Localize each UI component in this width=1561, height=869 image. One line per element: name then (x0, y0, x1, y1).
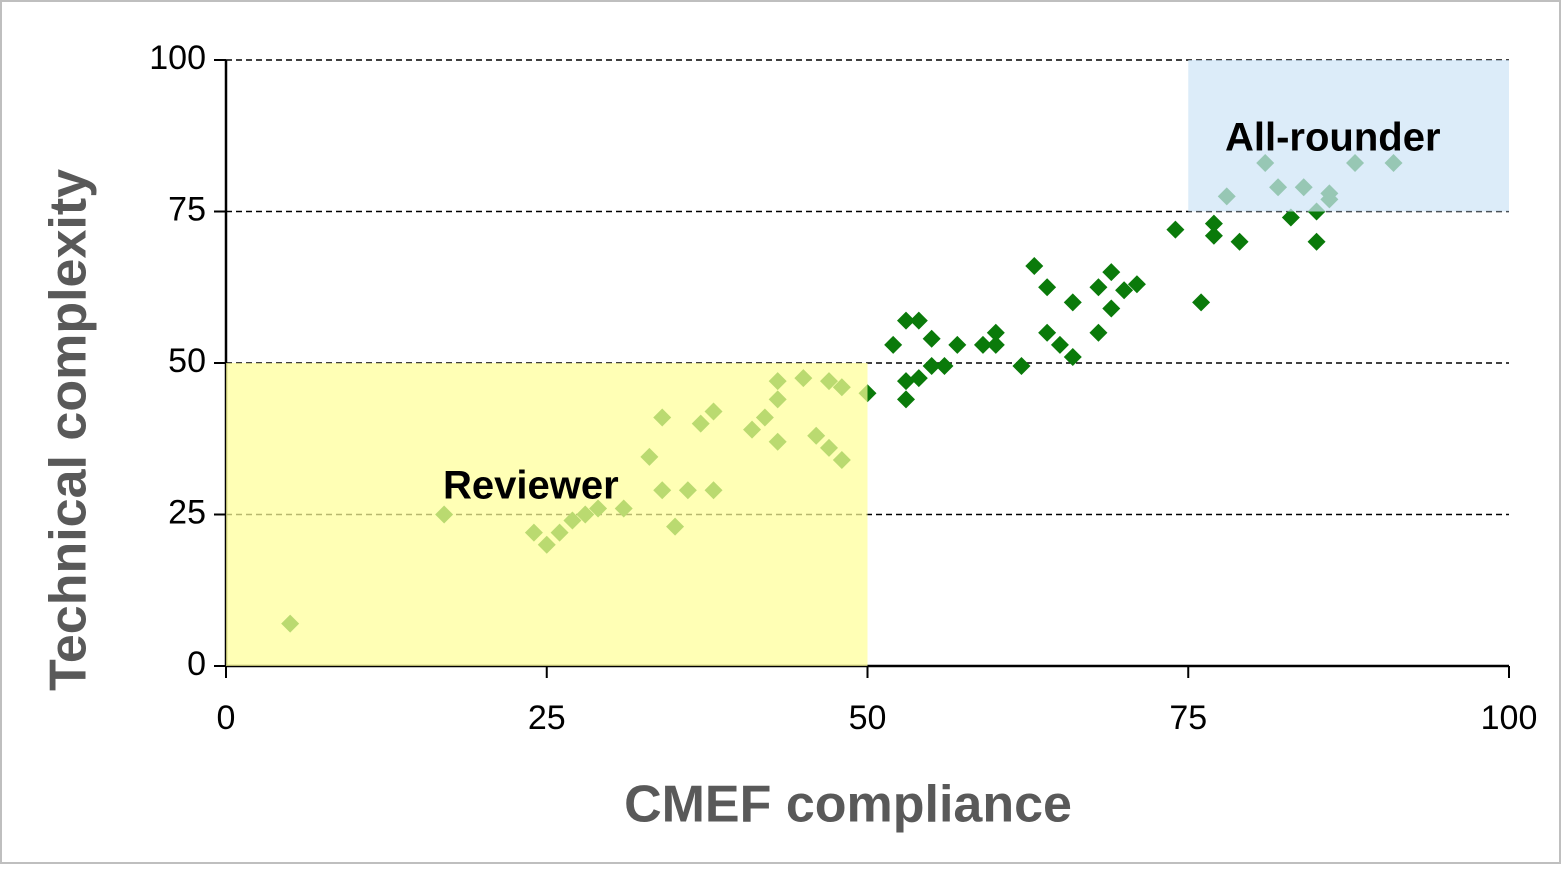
y-tick-label: 50 (168, 342, 206, 380)
point (1230, 232, 1249, 251)
point (1025, 257, 1044, 276)
point (1166, 220, 1185, 239)
point (1012, 357, 1031, 376)
point (935, 357, 954, 376)
x-axis-title: CMEF compliance (624, 776, 1072, 834)
x-tick-label: 50 (849, 699, 887, 737)
point (1204, 226, 1223, 245)
point (986, 335, 1005, 354)
point (922, 329, 941, 348)
point (1050, 335, 1069, 354)
x-tick-label: 75 (1169, 699, 1207, 737)
y-tick-label: 75 (168, 190, 206, 228)
point (1204, 214, 1223, 233)
point (884, 335, 903, 354)
point (1192, 293, 1211, 312)
x-tick-label: 100 (1481, 699, 1538, 737)
point (909, 369, 928, 388)
point (922, 357, 941, 376)
region (226, 363, 868, 666)
y-tick-label: 0 (187, 645, 206, 683)
x-tick-label: 0 (217, 699, 236, 737)
point (896, 311, 915, 330)
point (1102, 299, 1121, 318)
point (1127, 275, 1146, 294)
region (1188, 60, 1509, 212)
point (909, 311, 928, 330)
point (1063, 293, 1082, 312)
y-tick-label: 25 (168, 493, 206, 531)
y-axis-title: Technical complexity (40, 169, 98, 691)
point (986, 323, 1005, 342)
point (1281, 208, 1300, 227)
point (948, 335, 967, 354)
point (896, 390, 915, 409)
point (1038, 278, 1057, 297)
point (1038, 323, 1057, 342)
x-tick-label: 25 (528, 699, 566, 737)
annotation: Reviewer (443, 464, 619, 508)
point (1089, 323, 1108, 342)
point (896, 372, 915, 391)
annotation: All-rounder (1225, 116, 1441, 160)
y-tick-label: 100 (149, 39, 206, 77)
point (973, 335, 992, 354)
point (1102, 263, 1121, 282)
point (1089, 278, 1108, 297)
point (1063, 347, 1082, 366)
point (1307, 232, 1326, 251)
point (1115, 281, 1134, 300)
